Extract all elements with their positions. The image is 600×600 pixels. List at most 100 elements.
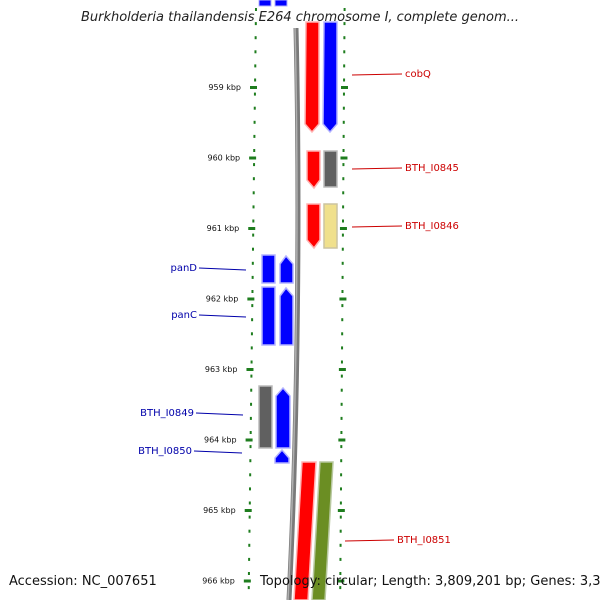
ruler-minor-tick-right xyxy=(342,149,345,152)
gene-labels: cobQ BTH_I0845 BTH_I0846 BTH_I0851 panD panC B… xyxy=(138,69,459,546)
ruler-tick-label: 966 kbp xyxy=(202,577,235,586)
ruler-minor-tick-right xyxy=(343,64,346,68)
ruler-minor-tick-right xyxy=(340,459,343,463)
ruler-minor-tick-right xyxy=(343,22,346,26)
gene-top-left-2[interactable] xyxy=(274,0,288,7)
topology-text: Topology: circular; Length: 3,809,201 bp… xyxy=(260,574,600,589)
gene-BTH_I0851-olive[interactable] xyxy=(311,461,334,600)
leader-line-right xyxy=(351,73,403,76)
gene-BTH_I0850[interactable] xyxy=(274,448,290,464)
ruler-minor-tick-left xyxy=(250,374,253,378)
ruler-minor-tick-left xyxy=(249,416,252,420)
gene-label-left[interactable]: panD xyxy=(170,263,197,274)
ruler-tick-label: 959 kbp xyxy=(208,83,241,92)
gene-panC-a[interactable] xyxy=(261,286,276,346)
ruler-minor-tick-left xyxy=(248,515,251,519)
leader-line-left xyxy=(198,314,247,318)
ruler-major-tick-right xyxy=(339,297,347,301)
leader-line-left xyxy=(193,450,243,454)
ruler-minor-tick-right xyxy=(342,134,345,138)
gene-label-right[interactable]: cobQ xyxy=(405,69,431,80)
ruler-minor-tick-right xyxy=(340,374,343,378)
gene-BTH_I0851-forward[interactable] xyxy=(293,461,317,600)
ruler-minor-tick-left xyxy=(254,36,257,40)
gene-panC-b[interactable] xyxy=(279,286,294,346)
ruler-minor-tick-left xyxy=(249,431,252,434)
ruler-minor-tick-left xyxy=(249,473,252,477)
ruler-minor-tick-right xyxy=(339,515,342,519)
gene-BTH_I0849-reverse[interactable] xyxy=(275,386,291,449)
ruler-minor-tick-right xyxy=(340,416,343,420)
ruler-major-tick-left xyxy=(246,368,254,371)
chromosome-backbone-highlight xyxy=(287,27,298,600)
ruler-minor-tick-left xyxy=(252,177,255,181)
ruler-minor-tick-left xyxy=(254,22,257,26)
ruler-minor-tick-right xyxy=(341,332,344,336)
ruler-major-tick-right xyxy=(338,368,346,371)
gene-top-left[interactable] xyxy=(258,0,272,7)
gene-BTH_I0846-yellow[interactable] xyxy=(323,203,338,249)
ruler-minor-tick-left xyxy=(253,106,256,110)
gene-BTH_I0849-grey[interactable] xyxy=(258,385,273,449)
ruler-minor-tick-right xyxy=(342,177,345,181)
ruler-minor-tick-right xyxy=(341,275,344,279)
chromosome-backbone xyxy=(286,27,301,600)
ruler-major-tick-right xyxy=(337,579,345,583)
ruler-minor-tick-right xyxy=(342,106,345,110)
ruler-minor-tick-left xyxy=(252,191,255,195)
ruler-minor-tick-right xyxy=(341,304,344,308)
leader-line-right xyxy=(351,225,403,228)
gene-BTH_I0845-grey[interactable] xyxy=(323,150,338,188)
ruler-minor-tick-right xyxy=(342,92,345,96)
ruler-minor-tick-right xyxy=(340,360,343,364)
gene-label-left[interactable]: BTH_I0850 xyxy=(138,446,192,457)
gene-BTH_I0846-forward[interactable] xyxy=(306,203,321,250)
ruler-minor-tick-left xyxy=(247,572,250,575)
ruler-minor-tick-right xyxy=(342,219,345,223)
ruler-minor-tick-right xyxy=(339,501,342,505)
ruler-tick-label: 963 kbp xyxy=(205,365,238,374)
gene-label-left[interactable]: panC xyxy=(171,310,197,321)
ruler-minor-tick-left xyxy=(251,261,254,265)
ruler-minor-tick-left xyxy=(250,402,253,406)
ruler-minor-tick-right xyxy=(341,318,344,322)
ruler-minor-tick-left xyxy=(248,501,251,505)
ruler-minor-tick-left xyxy=(248,529,251,533)
accession-text: Accession: NC_007651 xyxy=(9,574,157,589)
leader-line-left xyxy=(198,267,247,271)
ruler-minor-tick-right xyxy=(339,529,342,533)
ruler-minor-tick-left xyxy=(251,247,254,251)
ruler-minor-tick-left xyxy=(249,459,252,463)
ruler-major-tick-left xyxy=(247,297,255,301)
ruler-minor-tick-right xyxy=(341,346,344,350)
ruler-tick-label: 962 kbp xyxy=(206,295,239,304)
gene-label-left[interactable]: BTH_I0849 xyxy=(140,408,194,419)
gene-cobQ-forward[interactable] xyxy=(304,21,320,134)
ruler-minor-tick-right xyxy=(340,431,343,434)
ruler-minor-tick-left xyxy=(253,134,256,138)
ruler-minor-tick-left xyxy=(252,233,255,237)
ruler-minor-tick-left xyxy=(251,290,254,293)
gene-label-right[interactable]: BTH_I0851 xyxy=(397,535,451,546)
ruler-major-tick-right xyxy=(340,156,348,160)
ruler-major-tick-right xyxy=(341,86,348,89)
gene-panD-a[interactable] xyxy=(261,254,276,284)
ruler-minor-tick-left xyxy=(254,64,257,68)
ruler-minor-tick-left xyxy=(251,304,254,308)
ruler-minor-tick-left xyxy=(251,318,254,322)
leader-line-right xyxy=(351,167,403,170)
gene-BTH_I0845-forward[interactable] xyxy=(306,150,321,190)
leader-line-left xyxy=(195,412,244,416)
gene-panD-b[interactable] xyxy=(279,254,294,284)
ruler-minor-tick-right xyxy=(340,402,343,406)
ruler-tick-label: 960 kbp xyxy=(208,154,241,163)
ruler-minor-tick-left xyxy=(252,205,255,209)
gene-label-right[interactable]: BTH_I0845 xyxy=(405,163,459,174)
ruler-minor-tick-left xyxy=(253,120,256,124)
gene-label-right[interactable]: BTH_I0846 xyxy=(405,221,459,232)
ruler-minor-tick-right xyxy=(341,233,344,237)
ruler-minor-tick-right xyxy=(339,557,342,561)
gene-cobQ-reverse[interactable] xyxy=(322,21,338,134)
ruler-minor-tick-right xyxy=(339,586,342,590)
